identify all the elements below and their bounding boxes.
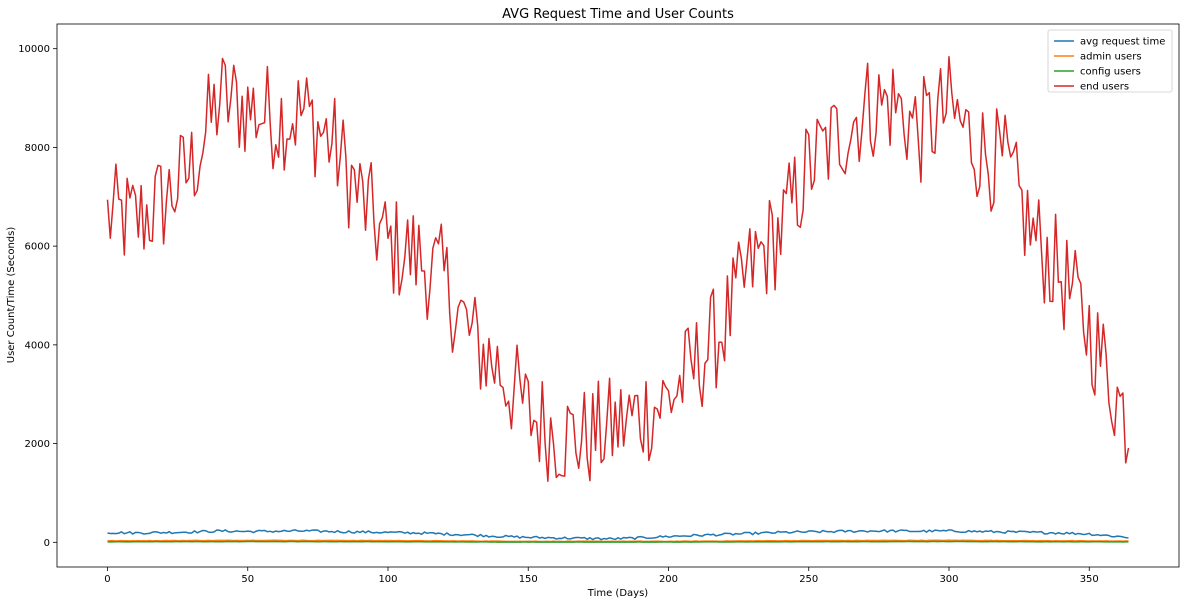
series-line-config-users (107, 540, 1129, 543)
legend-label-config-users: config users (1080, 67, 1141, 78)
y-axis-label: User Count/Time (Seconds) (6, 227, 17, 364)
x-tick-label: 50 (241, 574, 254, 585)
series-line-avg-request-time (107, 529, 1129, 541)
y-tick-label: 6000 (25, 242, 50, 253)
y-tick-label: 2000 (25, 439, 50, 450)
x-tick-label: 100 (378, 574, 397, 585)
y-tick-label: 4000 (25, 340, 50, 351)
x-axis: 0 50 100 150 200 250 300 350 (104, 567, 1099, 585)
series-line-admin-users (107, 539, 1129, 543)
series-line-end-users (106, 55, 1130, 482)
x-tick-label: 350 (1080, 574, 1099, 585)
series-layer (106, 55, 1130, 543)
x-axis-label: Time (Days) (587, 588, 649, 599)
legend-label-admin-users: admin users (1080, 52, 1142, 63)
legend-label-end-users: end users (1080, 82, 1129, 93)
y-axis: 0 2000 4000 6000 8000 10000 (18, 44, 57, 549)
plot-area-frame (56, 23, 1180, 568)
legend-box (1047, 29, 1173, 93)
x-tick-label: 200 (659, 574, 678, 585)
y-tick-label: 8000 (25, 143, 50, 154)
x-tick-label: 300 (939, 574, 958, 585)
x-tick-label: 250 (799, 574, 818, 585)
x-tick-label: 150 (519, 574, 538, 585)
chart-title: AVG Request Time and User Counts (502, 7, 734, 22)
x-tick-label: 0 (104, 574, 110, 585)
y-tick-label: 10000 (18, 44, 50, 55)
legend: avg request time admin users config users e… (1047, 29, 1173, 93)
y-tick-label: 0 (44, 538, 50, 549)
legend-label-avg-request-time: avg request time (1080, 37, 1165, 48)
